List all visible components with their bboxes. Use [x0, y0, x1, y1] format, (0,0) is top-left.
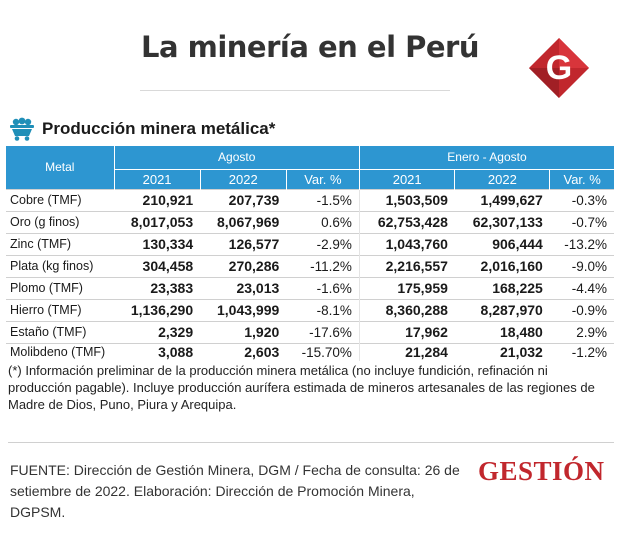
- value-cell: 1,136,290: [114, 298, 201, 321]
- metal-name-cell: Hierro (TMF): [6, 298, 114, 321]
- production-table: Metal Agosto Enero - Agosto 2021 2022 Va…: [6, 146, 614, 361]
- col-header-2022: 2022: [454, 168, 550, 189]
- value-cell: 1,503,509: [358, 188, 455, 211]
- page-title: La minería en el Perú: [140, 30, 480, 64]
- value-cell: -13.2%: [549, 232, 614, 255]
- value-cell: 175,959: [358, 276, 455, 299]
- table-row: Molibdeno (TMF) 3,088 2,603 -15.70% 21,284 21…: [6, 342, 614, 361]
- value-cell: 21,284: [358, 342, 455, 361]
- metal-name-cell: Zinc (TMF): [6, 232, 114, 255]
- value-cell: 130,334: [114, 232, 201, 255]
- value-cell: -9.0%: [549, 254, 614, 277]
- value-cell: 2,216,557: [358, 254, 455, 277]
- metal-name-cell: Plomo (TMF): [6, 276, 114, 299]
- value-cell: 23,383: [114, 276, 201, 299]
- value-cell: 0.6%: [286, 210, 360, 233]
- value-cell: 62,307,133: [454, 210, 550, 233]
- value-cell: 126,577: [200, 232, 287, 255]
- value-cell: 1,043,760: [358, 232, 455, 255]
- table-row: Cobre (TMF) 210,921 207,739 -1.5% 1,503,509 1…: [6, 188, 614, 211]
- value-cell: -17.6%: [286, 320, 360, 343]
- table-row: Zinc (TMF) 130,334 126,577 -2.9% 1,043,760 90…: [6, 232, 614, 255]
- value-cell: 906,444: [454, 232, 550, 255]
- metal-name-cell: Molibdeno (TMF): [6, 342, 114, 361]
- value-cell: -0.3%: [549, 188, 614, 211]
- value-cell: 1,499,627: [454, 188, 550, 211]
- value-cell: 2.9%: [549, 320, 614, 343]
- value-cell: -0.9%: [549, 298, 614, 321]
- value-cell: 2,603: [200, 342, 287, 361]
- metal-name-cell: Estaño (TMF): [6, 320, 114, 343]
- title-divider: [140, 90, 450, 91]
- table-row: Oro (g finos) 8,017,053 8,067,969 0.6% 62,75…: [6, 210, 614, 233]
- value-cell: 304,458: [114, 254, 201, 277]
- table-row: Estaño (TMF) 2,329 1,920 -17.6% 17,962 18,480…: [6, 320, 614, 343]
- metal-name-cell: Plata (kg finos): [6, 254, 114, 277]
- col-header-var: Var. %: [285, 168, 360, 189]
- value-cell: -11.2%: [286, 254, 360, 277]
- col-header-metal: Metal: [6, 146, 114, 189]
- table-row: Hierro (TMF) 1,136,290 1,043,999 -8.1% 8,360…: [6, 298, 614, 321]
- value-cell: 3,088: [114, 342, 201, 361]
- gestion-g-logo-icon: G: [529, 38, 589, 98]
- value-cell: 8,360,288: [358, 298, 455, 321]
- value-cell: 17,962: [358, 320, 455, 343]
- value-cell: 168,225: [454, 276, 550, 299]
- footer-divider: [8, 442, 614, 443]
- value-cell: 18,480: [454, 320, 550, 343]
- value-cell: 270,286: [200, 254, 287, 277]
- mine-cart-icon: [10, 117, 34, 141]
- table-row: Plomo (TMF) 23,383 23,013 -1.6% 175,959 168,2…: [6, 276, 614, 299]
- value-cell: 1,920: [200, 320, 287, 343]
- source-text: FUENTE: Dirección de Gestión Minera, DGM…: [10, 462, 460, 520]
- value-cell: -8.1%: [286, 298, 360, 321]
- metal-name-cell: Oro (g finos): [6, 210, 114, 233]
- value-cell: 2,016,160: [454, 254, 550, 277]
- value-cell: -1.5%: [286, 188, 360, 211]
- value-cell: -0.7%: [549, 210, 614, 233]
- section-title: Producción minera metálica*: [42, 119, 276, 138]
- section-header: Producción minera metálica*: [8, 114, 275, 144]
- value-cell: 62,753,428: [358, 210, 455, 233]
- value-cell: 8,067,969: [200, 210, 287, 233]
- table-row: Plata (kg finos) 304,458 270,286 -11.2% 2,21…: [6, 254, 614, 277]
- value-cell: 210,921: [114, 188, 201, 211]
- value-cell: 1,043,999: [200, 298, 287, 321]
- col-header-2022: 2022: [199, 168, 287, 189]
- value-cell: 21,032: [454, 342, 550, 361]
- value-cell: 23,013: [200, 276, 287, 299]
- value-cell: -4.4%: [549, 276, 614, 299]
- col-header-2021: 2021: [113, 168, 201, 189]
- value-cell: 2,329: [114, 320, 201, 343]
- footnote: (*) Información preliminar de la producc…: [8, 363, 595, 412]
- col-header-2021: 2021: [358, 168, 455, 189]
- value-cell: 8,017,053: [114, 210, 201, 233]
- value-cell: 207,739: [200, 188, 287, 211]
- col-header-var: Var. %: [549, 168, 614, 189]
- value-cell: -15.70%: [286, 342, 360, 361]
- logo-letter: G: [546, 49, 572, 87]
- metal-name-cell: Cobre (TMF): [6, 188, 114, 211]
- value-cell: -1.6%: [286, 276, 360, 299]
- col-group-enero-agosto: Enero - Agosto: [358, 146, 614, 169]
- value-cell: -1.2%: [549, 342, 614, 361]
- value-cell: 8,287,970: [454, 298, 550, 321]
- gestion-logo: GESTIÓN: [478, 456, 605, 486]
- col-group-agosto: Agosto: [113, 146, 360, 169]
- value-cell: -2.9%: [286, 232, 360, 255]
